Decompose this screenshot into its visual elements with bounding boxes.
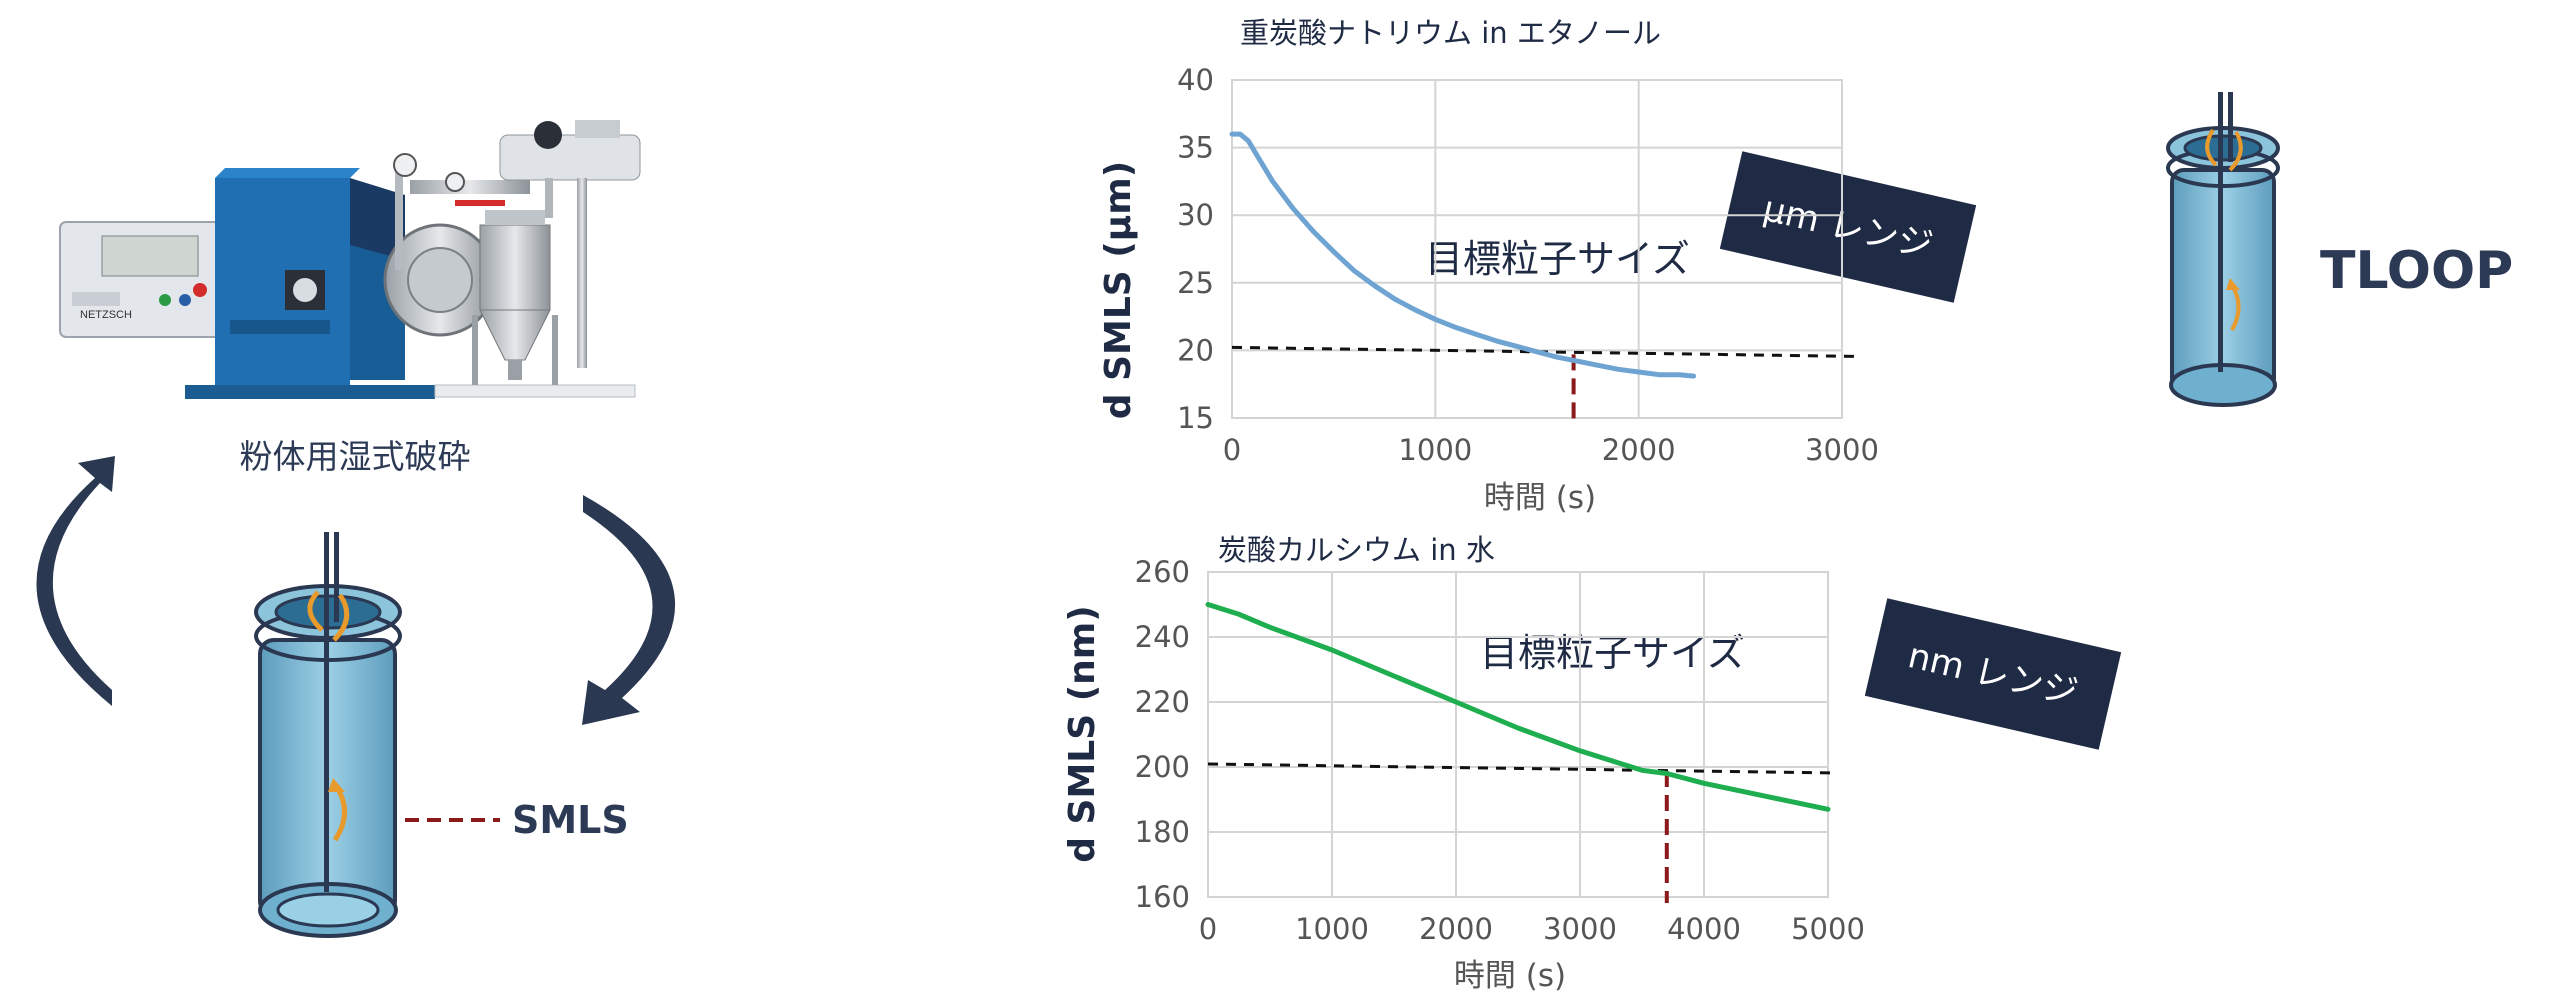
chart1-target-size-line	[1207, 762, 1836, 775]
chart1-x-tick-label: 1000	[1295, 912, 1369, 946]
chart-sodium-bicarbonate: 重炭酸ナトリウム in エタノール 時間 (s) d SMLS (µm) 目標粒…	[1098, 16, 1879, 516]
nm-range-box: nm レンジ	[1864, 598, 2122, 750]
chart1-x-axis-label: 時間 (s)	[1484, 480, 1596, 516]
machine-brand-text: NETZSCH	[80, 309, 132, 321]
chart0-x-tick-label: 2000	[1602, 433, 1676, 467]
chart1-x-tick-label: 5000	[1791, 912, 1865, 946]
chart1-x-tick-label: 3000	[1543, 912, 1617, 946]
chart0-y-tick-label: 15	[1177, 401, 1214, 435]
chart0-x-tick-label: 0	[1223, 433, 1241, 467]
chart1-y-tick-label: 260	[1135, 555, 1190, 589]
chart0-series-line	[1229, 131, 1697, 379]
chart1-title: 重炭酸ナトリウム in エタノール	[1240, 16, 1661, 50]
chart-calcium-carbonate: 炭酸カルシウム in 水 時間 (s) d SMLS (nm) 目標粒子サイズ …	[1062, 533, 1865, 994]
cycle-arrow-left-icon	[36, 456, 115, 706]
chart2-y-axis-label: d SMLS (nm)	[1062, 605, 1103, 863]
chart1-y-tick-label: 160	[1135, 880, 1190, 914]
chart1-target-annotation: 目標粒子サイズ	[1425, 237, 1690, 281]
cycle-arrow-right-icon	[582, 495, 676, 725]
chart1-x-tick-label: 4000	[1667, 912, 1741, 946]
chart2-title: 炭酸カルシウム in 水	[1218, 533, 1495, 567]
chart0-y-tick-label: 35	[1177, 131, 1214, 165]
chart1-y-axis-label: d SMLS (µm)	[1098, 161, 1139, 419]
chart0-x-tick-label: 3000	[1805, 433, 1879, 467]
chart0-x-tick-label: 1000	[1398, 433, 1472, 467]
chart1-y-tick-label: 240	[1135, 620, 1190, 654]
smls-label: SMLS	[512, 798, 629, 842]
chart1-y-tick-label: 220	[1135, 685, 1190, 719]
chart0-y-tick-label: 40	[1177, 63, 1214, 97]
chart2-x-axis-label: 時間 (s)	[1454, 958, 1566, 994]
chart0-y-tick-label: 25	[1177, 266, 1214, 300]
machine-caption: 粉体用湿式破砕	[240, 437, 471, 476]
tloop-label: TLOOP	[2320, 241, 2513, 301]
chart0-y-tick-label: 30	[1177, 198, 1214, 232]
chart1-y-tick-label: 180	[1135, 815, 1190, 849]
vial-icon-smls	[254, 532, 402, 938]
chart1-x-tick-label: 2000	[1419, 912, 1493, 946]
chart2-target-annotation: 目標粒子サイズ	[1480, 631, 1745, 675]
chart1-plot-frame	[1207, 571, 1829, 898]
chart1-x-tick-label: 0	[1199, 912, 1217, 946]
chart1-y-tick-label: 200	[1135, 750, 1190, 784]
wet-milling-machine-image: NETZSCH	[59, 120, 641, 399]
chart1-series-line	[1205, 602, 1831, 812]
vial-icon-tloop	[2166, 92, 2280, 407]
chart0-y-tick-label: 20	[1177, 333, 1214, 367]
um-range-box: µm レンジ	[1719, 151, 1977, 303]
